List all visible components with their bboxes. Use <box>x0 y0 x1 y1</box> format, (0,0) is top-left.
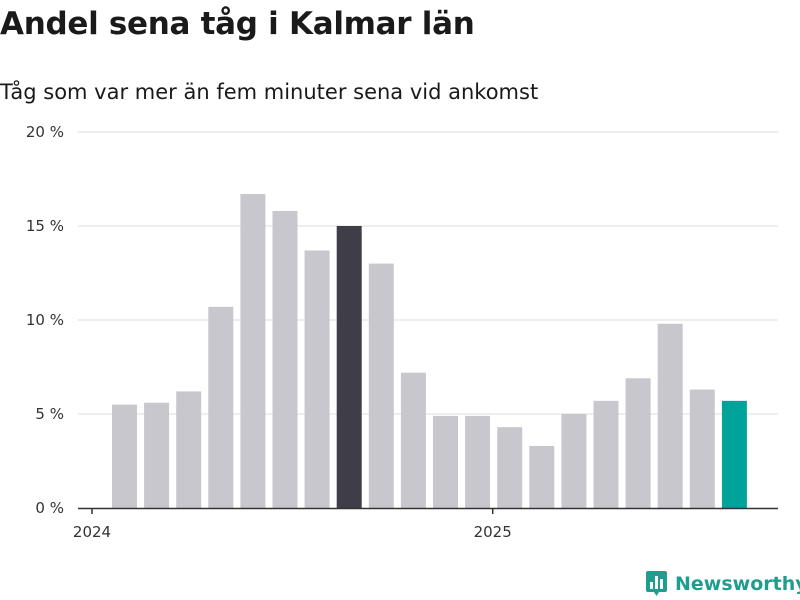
y-axis-ticks: 0 % 5 % 10 % 15 % 20 % <box>26 123 64 517</box>
y-tick-label: 5 % <box>35 405 64 423</box>
brand: Newsworthy <box>645 570 800 597</box>
brand-name: Newsworthy <box>675 572 800 595</box>
x-tick-label: 2025 <box>474 523 512 541</box>
bar-2024-07 <box>304 250 330 508</box>
bar-2025-04 <box>593 400 619 508</box>
bar-2025-05 <box>625 378 651 508</box>
bar-2025-03 <box>561 414 587 508</box>
chart-subtitle: Tåg som var mer än fem minuter sena vid … <box>0 80 539 104</box>
bars <box>112 194 747 509</box>
bar-2025-01 <box>497 427 523 508</box>
bar-2025-08 <box>721 400 747 508</box>
bar-2024-02 <box>144 402 170 508</box>
bar-2025-07 <box>689 389 715 508</box>
bar-2024-01 <box>112 404 137 508</box>
bar-2024-11 <box>433 415 458 508</box>
bar-2025-02 <box>529 445 555 508</box>
bar-2024-10 <box>400 372 426 508</box>
bar-2024-09 <box>368 263 394 508</box>
y-tick-label: 20 % <box>26 123 64 141</box>
x-tick-label: 2024 <box>73 523 111 541</box>
chart-title: Andel sena tåg i Kalmar län <box>0 6 475 42</box>
y-tick-label: 0 % <box>35 499 64 517</box>
bar-2025-06 <box>657 323 683 508</box>
bar-2024-12 <box>465 415 491 508</box>
y-tick-label: 15 % <box>26 217 64 235</box>
bar-2024-05 <box>240 194 266 509</box>
bar-2024-04 <box>208 306 234 508</box>
bar-2024-03 <box>176 391 202 508</box>
x-axis-ticks: 2024 2025 <box>73 508 512 541</box>
newsworthy-logo-icon <box>646 571 667 596</box>
bar-2024-06 <box>272 210 298 508</box>
y-tick-label: 10 % <box>26 311 64 329</box>
bar-2024-08 <box>336 226 362 508</box>
